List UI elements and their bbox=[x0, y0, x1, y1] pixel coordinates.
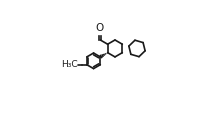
Text: O: O bbox=[96, 23, 104, 33]
Text: H₃C: H₃C bbox=[61, 60, 77, 69]
